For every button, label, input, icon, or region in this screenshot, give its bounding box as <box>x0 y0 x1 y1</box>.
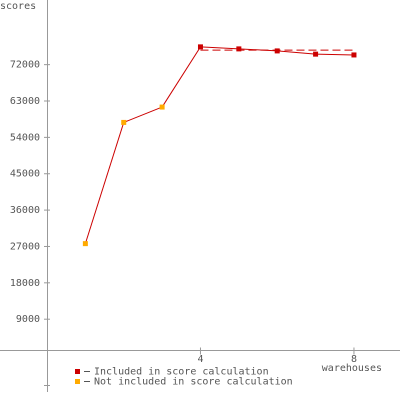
point <box>197 44 203 50</box>
legend-label: Included in score calculation <box>94 367 269 378</box>
x-tick-label: 8 <box>351 354 357 365</box>
legend-label: Not included in score calculation <box>94 377 293 388</box>
line-segment <box>161 46 201 108</box>
x-axis-label: warehouses <box>322 363 382 374</box>
y-tick-label: 36000 <box>10 205 40 216</box>
y-tick-label: 18000 <box>10 278 40 289</box>
point <box>82 241 88 247</box>
line-segment <box>123 106 163 123</box>
line-segment <box>315 53 354 56</box>
point <box>274 48 280 54</box>
y-tick-label: 63000 <box>10 96 40 107</box>
y-tick-label: 45000 <box>10 169 40 180</box>
point <box>236 46 242 52</box>
point <box>351 52 357 58</box>
legend-swatch <box>75 369 80 374</box>
point <box>121 119 127 125</box>
y-tick-label: 27000 <box>10 241 40 252</box>
y-tick-label: 9000 <box>16 314 40 325</box>
x-tick-label: 4 <box>197 354 203 365</box>
point <box>313 51 319 57</box>
point <box>159 104 165 110</box>
line-segment <box>84 122 125 244</box>
line-segment <box>277 50 316 55</box>
line-segment <box>238 48 278 52</box>
y-axis-label: scores <box>0 1 36 12</box>
y-tick-label: 54000 <box>10 132 40 143</box>
y-tick-label: 72000 <box>10 60 40 71</box>
line-segment <box>200 46 239 50</box>
legend-swatch <box>75 379 80 384</box>
